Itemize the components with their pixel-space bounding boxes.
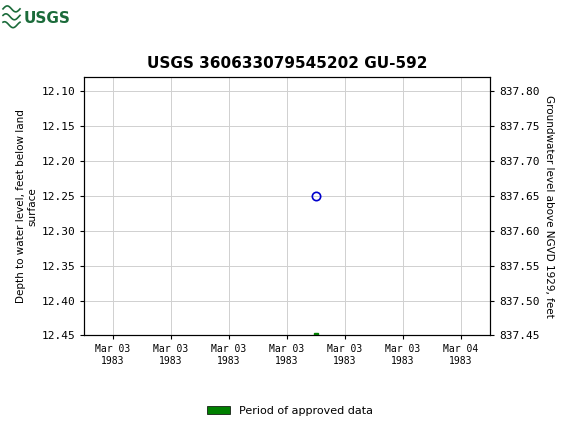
Y-axis label: Groundwater level above NGVD 1929, feet: Groundwater level above NGVD 1929, feet <box>544 95 554 318</box>
Title: USGS 360633079545202 GU-592: USGS 360633079545202 GU-592 <box>147 55 427 71</box>
Text: USGS: USGS <box>24 11 71 26</box>
Legend: Period of approved data: Period of approved data <box>203 401 377 420</box>
FancyBboxPatch shape <box>2 2 70 34</box>
Y-axis label: Depth to water level, feet below land
surface: Depth to water level, feet below land su… <box>16 110 37 303</box>
